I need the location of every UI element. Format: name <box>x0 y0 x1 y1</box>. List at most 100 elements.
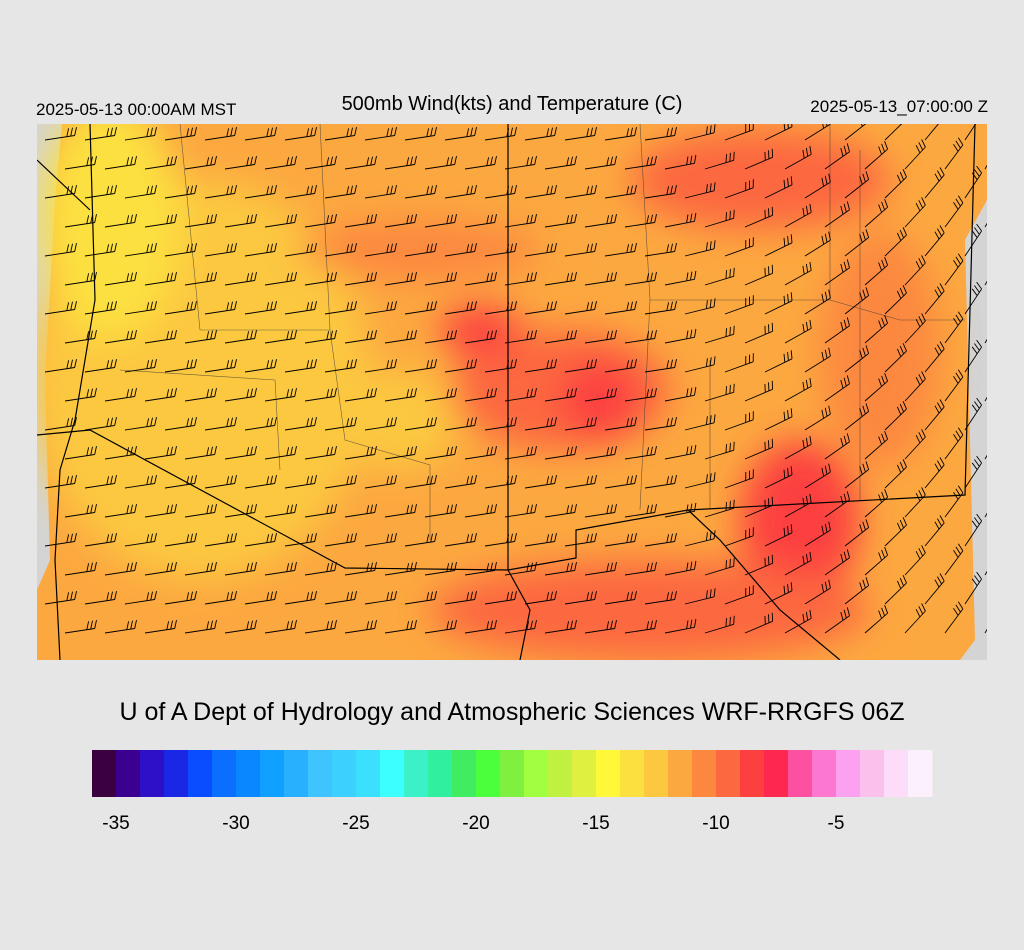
wind-barb <box>944 601 964 634</box>
wind-barb <box>424 272 457 286</box>
wind-barb <box>64 214 97 228</box>
wind-barb <box>264 562 297 576</box>
wind-barb <box>244 359 277 373</box>
wind-barb <box>244 591 277 605</box>
wind-barb <box>64 272 97 286</box>
wind-barb <box>884 169 907 199</box>
wind-barb <box>884 517 907 547</box>
wind-barb <box>704 615 735 634</box>
wind-barb <box>344 388 377 402</box>
wind-barb <box>244 417 277 431</box>
wind-barb <box>544 214 577 228</box>
wind-barb <box>684 588 716 605</box>
wind-barb <box>864 431 889 460</box>
wind-barb <box>44 301 77 315</box>
wind-barb <box>724 237 754 257</box>
wind-barb <box>624 562 657 576</box>
wind-barb <box>564 591 597 605</box>
wind-barb <box>164 243 197 257</box>
colorbar-tick-label: -15 <box>582 813 609 834</box>
wind-barb <box>384 272 417 286</box>
wind-barb <box>484 475 517 489</box>
wind-barb <box>224 504 257 518</box>
wind-barb <box>804 289 831 315</box>
wind-barb <box>624 446 657 460</box>
wind-barb <box>464 272 497 286</box>
wind-barb <box>524 185 557 199</box>
wind-barb <box>664 444 697 460</box>
wind-barb <box>544 446 577 460</box>
wind-barb <box>724 179 754 199</box>
wind-barb <box>664 618 697 634</box>
wind-barb <box>424 214 457 228</box>
wind-barb <box>644 301 677 315</box>
wind-barb <box>124 243 157 257</box>
wind-barb <box>644 359 677 373</box>
colorbar-swatch <box>116 750 141 797</box>
wind-barb <box>44 533 77 547</box>
wind-barb <box>84 591 117 605</box>
wind-barb <box>544 504 577 518</box>
wind-barb <box>944 485 964 518</box>
wind-barb <box>804 173 831 199</box>
wind-barb <box>424 156 457 170</box>
wind-barb <box>764 408 793 431</box>
wind-barb <box>264 214 297 228</box>
wind-barb <box>344 214 377 228</box>
wind-barb <box>764 524 793 547</box>
wind-barb <box>744 438 774 460</box>
wind-barb <box>684 298 716 315</box>
wind-barb <box>564 243 597 257</box>
wind-barb <box>484 301 517 315</box>
wind-barb <box>984 570 987 576</box>
wind-barb <box>644 185 677 199</box>
wind-barb <box>924 515 945 547</box>
wind-barb <box>944 137 964 170</box>
wind-barb <box>484 359 517 373</box>
wind-barb <box>504 214 537 228</box>
wind-barb <box>124 475 157 489</box>
wind-barb <box>504 156 537 170</box>
wind-barb <box>684 240 716 257</box>
wind-barb <box>784 435 812 460</box>
colorbar-swatch <box>140 750 165 797</box>
wind-barb <box>524 301 557 315</box>
wind-barb <box>704 557 735 576</box>
wind-barb <box>204 417 237 431</box>
wind-barb <box>784 145 812 170</box>
wind-barb <box>484 185 517 199</box>
colorbar-swatch <box>92 750 117 797</box>
wind-barb <box>624 214 657 228</box>
wind-barb <box>984 454 987 460</box>
wind-barb <box>84 417 117 431</box>
wind-barb <box>384 504 417 518</box>
wind-barb <box>224 272 257 286</box>
wind-barb <box>404 475 437 489</box>
wind-barb <box>864 547 889 576</box>
wind-barb <box>264 156 297 170</box>
wind-barb <box>364 301 397 315</box>
wind-barb <box>644 475 677 489</box>
wind-barb <box>784 377 812 402</box>
wind-barb <box>284 417 317 431</box>
wind-barb <box>824 317 850 344</box>
wind-barb <box>184 504 217 518</box>
wind-barb <box>744 322 774 344</box>
wind-barb <box>484 417 517 431</box>
wind-barb <box>164 475 197 489</box>
wind-barb <box>884 459 907 489</box>
wind-barb <box>144 330 177 344</box>
colorbar-swatch <box>284 750 309 797</box>
wind-barb <box>684 472 716 489</box>
wind-barb <box>464 156 497 170</box>
wind-barb <box>964 339 982 373</box>
wind-barb <box>484 243 517 257</box>
wind-barb <box>584 504 617 518</box>
wind-barb <box>844 461 870 489</box>
wind-barb <box>764 292 793 315</box>
wind-barb <box>444 127 477 141</box>
wind-barb <box>624 620 657 634</box>
wind-barb <box>324 417 357 431</box>
colorbar-swatch <box>764 750 789 797</box>
